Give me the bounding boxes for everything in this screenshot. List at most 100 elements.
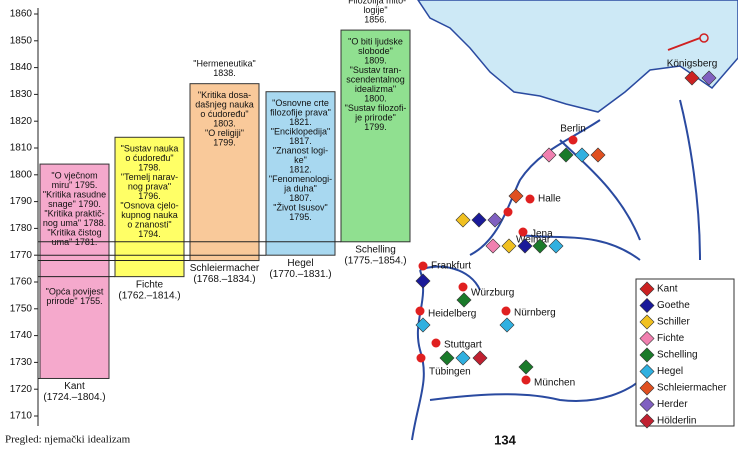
work-text: "Kritika praktič- <box>44 208 104 218</box>
city-dot <box>518 227 528 237</box>
work-text: 1794. <box>138 229 161 239</box>
diamond <box>455 212 471 228</box>
later-work: 1856. <box>364 14 387 24</box>
city-dot <box>503 207 513 217</box>
work-text: snage" 1790. <box>48 199 101 209</box>
legend-label: Kant <box>657 284 678 295</box>
diamond <box>455 350 471 366</box>
y-tick-label: 1710 <box>10 411 33 422</box>
y-tick-label: 1760 <box>10 277 33 288</box>
city-label: Heidelberg <box>428 309 476 320</box>
diamond <box>684 70 700 86</box>
work-text: "Opća povijest <box>46 286 104 296</box>
work-text: miru" 1795. <box>52 180 98 190</box>
legend-label: Schelling <box>657 350 698 361</box>
legend-label: Schiller <box>657 317 690 328</box>
y-tick-label: 1750 <box>10 303 33 314</box>
y-tick-label: 1790 <box>10 196 33 207</box>
work-text: ke" <box>294 155 307 165</box>
work-text: "Osnova cjelo- <box>120 201 178 211</box>
philosopher-name: Schelling <box>355 244 396 255</box>
work-text: "Kritika dosa- <box>198 90 251 100</box>
work-text: o ćudoređu" <box>200 109 248 119</box>
sea <box>417 0 738 113</box>
diamond <box>541 147 557 163</box>
work-text: "Osnovne crte <box>272 98 329 108</box>
lifespan: (1762.–1814.) <box>118 290 180 301</box>
diamond <box>485 238 501 254</box>
diamond <box>501 238 517 254</box>
legend-label: Goethe <box>657 300 690 311</box>
diamond <box>517 238 533 254</box>
city-label: Würzburg <box>471 288 514 299</box>
work-text: 1817. <box>289 136 312 146</box>
diamond <box>558 147 574 163</box>
work-text: slobode" <box>358 46 393 56</box>
diamond <box>639 347 655 363</box>
philosopher-name: Schleiermacher <box>190 263 260 274</box>
diamond <box>499 317 515 333</box>
work-text: "Sustav tran- <box>350 65 402 75</box>
rivers <box>411 99 701 441</box>
lifespan: (1770.–1831.) <box>269 269 331 280</box>
lifespan: (1724.–1804.) <box>43 392 105 403</box>
diamond <box>639 397 655 412</box>
philosopher-name: Hegel <box>287 258 313 269</box>
city-dot <box>418 261 428 271</box>
diamond <box>471 212 487 228</box>
city-label: München <box>534 378 575 389</box>
work-text: 1821. <box>289 117 312 127</box>
diamond <box>639 281 655 297</box>
y-tick-label: 1830 <box>10 89 33 100</box>
city-label: Tübingen <box>429 367 471 378</box>
later-work: logije" <box>363 5 387 15</box>
city-label: Königsberg <box>667 59 718 70</box>
diamond <box>639 380 655 396</box>
work-text: dašnjeg nauka <box>195 100 254 110</box>
city-dot <box>525 194 535 204</box>
diamond <box>472 350 488 366</box>
work-text: "Znanost logi- <box>273 146 328 156</box>
diamond <box>639 413 655 429</box>
city-label: Berlin <box>560 124 586 135</box>
work-text: o znanosti" <box>127 220 171 230</box>
work-text: o ćudoređu" <box>125 153 173 163</box>
work-text: kupnog nauka <box>121 210 178 220</box>
life-bar <box>114 136 185 278</box>
y-tick-label: 1720 <box>10 384 33 395</box>
y-tick-label: 1810 <box>10 143 33 154</box>
y-tick-label: 1740 <box>10 330 33 341</box>
y-tick-label: 1860 <box>10 9 33 20</box>
city-dot <box>521 375 531 385</box>
life-bar <box>189 83 260 262</box>
city-dot <box>501 306 511 316</box>
city-dot <box>416 353 426 363</box>
y-tick-label: 1840 <box>10 62 33 73</box>
later-work: 1838. <box>213 68 236 78</box>
city-label: Frankfurt <box>431 261 471 272</box>
y-tick-label: 1800 <box>10 169 33 180</box>
diamond <box>574 147 590 163</box>
philosopher-name: Kant <box>64 381 85 392</box>
lifespan: (1768.–1834.) <box>193 274 255 285</box>
diamond <box>415 273 431 289</box>
caption: Pregled: njemački idealizam <box>5 434 131 446</box>
work-text: 1799. <box>213 138 236 148</box>
work-text: 1800. <box>364 93 387 103</box>
later-work: "Hermeneutika" <box>193 59 255 69</box>
city-label: Nürnberg <box>514 308 556 319</box>
work-text: "O vječnom <box>51 170 97 180</box>
life-bar <box>39 163 110 379</box>
work-text: 1798. <box>138 163 161 173</box>
life-bar <box>340 29 411 243</box>
diamond <box>532 238 548 254</box>
work-text: 1799. <box>364 122 387 132</box>
work-text: "Enciklopedija" <box>271 127 330 137</box>
legend-label: Schleiermacher <box>657 383 727 394</box>
work-text: scendentalnog <box>346 74 405 84</box>
work-text: 1796. <box>138 191 161 201</box>
work-text: "Život Isusov" <box>273 203 327 213</box>
diamond <box>639 314 655 330</box>
city-dot <box>458 282 468 292</box>
